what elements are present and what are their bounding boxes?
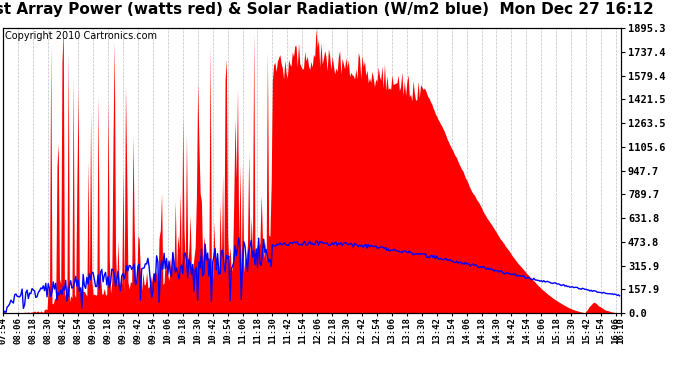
Text: West Array Power (watts red) & Solar Radiation (W/m2 blue)  Mon Dec 27 16:12: West Array Power (watts red) & Solar Rad…: [0, 2, 653, 17]
Text: Copyright 2010 Cartronics.com: Copyright 2010 Cartronics.com: [5, 31, 157, 41]
